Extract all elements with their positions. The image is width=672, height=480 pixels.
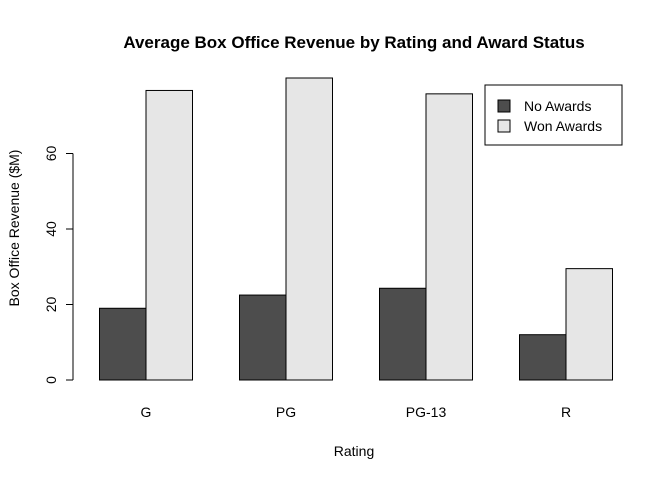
x-axis-label: Rating [334,443,374,459]
x-axis: G PG PG-13 R [141,404,572,420]
bar-r-no-awards [519,334,567,381]
y-axis: 0 20 40 60 [43,146,74,384]
bar-g-no-awards [99,307,147,381]
legend-label: Won Awards [524,118,602,134]
bar-r-won-awards [565,268,613,381]
legend-label: No Awards [524,98,591,114]
chart-title: Average Box Office Revenue by Rating and… [123,33,584,52]
x-tick-label: PG-13 [406,404,447,420]
x-tick-label: PG [276,404,296,420]
legend-swatch [497,119,511,133]
x-tick-label: G [141,404,152,420]
bar-pg-no-awards [239,294,287,381]
y-tick-label: 20 [43,297,59,313]
y-tick-label: 40 [43,221,59,237]
x-tick-label: R [561,404,571,420]
bar-pg-13-no-awards [379,287,427,381]
y-tick-label: 0 [43,376,59,384]
y-axis-label: Box Office Revenue ($M) [6,150,22,307]
legend-box [484,84,623,146]
legend-swatch [497,99,511,113]
legend: No Awards Won Awards [484,84,623,146]
bar-pg-won-awards [285,77,333,381]
bar-pg-13-won-awards [425,93,473,381]
bars-group [99,77,613,381]
y-tick-label: 60 [43,146,59,162]
bar-g-won-awards [145,89,193,381]
